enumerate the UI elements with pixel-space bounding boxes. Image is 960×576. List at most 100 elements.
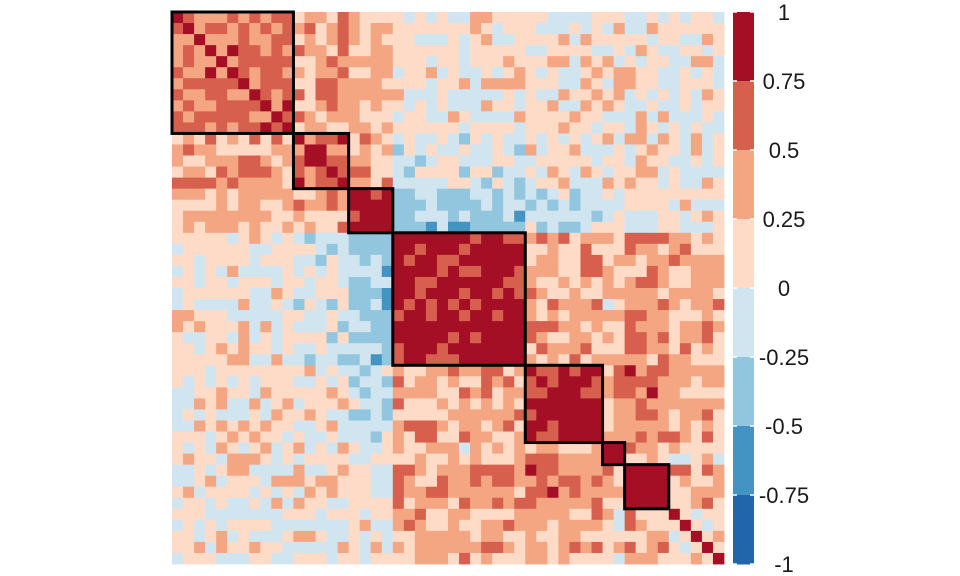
heatmap-cell: [613, 453, 626, 466]
heatmap-cell: [436, 486, 449, 499]
heatmap-cell: [326, 265, 338, 278]
heatmap-cell: [403, 519, 416, 532]
heatmap-cell: [260, 56, 272, 68]
heatmap-cell: [470, 497, 482, 510]
heatmap-cell: [370, 155, 383, 167]
heatmap-cell: [459, 497, 471, 510]
heatmap-cell: [183, 541, 195, 554]
heatmap-cell: [216, 265, 228, 278]
heatmap-cell: [205, 486, 217, 499]
heatmap-cell: [525, 12, 537, 24]
heatmap-cell: [558, 332, 570, 344]
heatmap-cell: [580, 464, 592, 477]
heatmap-cell: [690, 519, 703, 532]
heatmap-cell: [293, 387, 305, 399]
heatmap-cell: [459, 155, 471, 167]
heatmap-cell: [194, 100, 206, 112]
heatmap-cell: [679, 254, 692, 267]
heatmap-cell: [425, 508, 438, 521]
heatmap-cell: [448, 45, 460, 57]
heatmap-cell: [282, 12, 294, 24]
heatmap-cell: [304, 199, 316, 212]
heatmap-cell: [436, 288, 449, 300]
heatmap-cell: [569, 254, 581, 267]
heatmap-cell: [260, 45, 272, 57]
heatmap-cell: [514, 166, 526, 178]
heatmap-cell: [304, 232, 316, 245]
heatmap-cell: [613, 67, 626, 79]
heatmap-cell: [569, 530, 581, 543]
heatmap-cell: [701, 89, 714, 101]
heatmap-cell: [205, 541, 217, 554]
heatmap-cell: [503, 144, 515, 156]
heatmap-cell: [514, 497, 526, 510]
heatmap-cell: [602, 530, 614, 543]
heatmap-cell: [635, 144, 648, 156]
heatmap-cell: [569, 354, 581, 366]
heatmap-cell: [646, 78, 659, 90]
heatmap-cell: [503, 475, 515, 488]
heatmap-cell: [558, 464, 570, 477]
heatmap-cell: [448, 188, 460, 201]
heatmap-cell: [238, 552, 250, 565]
heatmap-cell: [293, 310, 305, 322]
heatmap-cell: [392, 442, 405, 454]
heatmap-cell: [492, 243, 504, 256]
heatmap-cell: [668, 321, 681, 333]
heatmap-cell: [613, 276, 626, 289]
heatmap-cell: [591, 232, 603, 245]
heatmap-cell: [558, 210, 570, 223]
heatmap-cell: [194, 420, 206, 432]
heatmap-cell: [580, 409, 592, 421]
heatmap-cell: [436, 387, 449, 399]
heatmap-cell: [481, 45, 493, 57]
heatmap-cell: [712, 232, 725, 245]
heatmap-cell: [492, 12, 504, 24]
heatmap-cell: [481, 188, 493, 201]
heatmap-cell: [580, 199, 592, 212]
heatmap-cell: [558, 89, 570, 101]
heatmap-cell: [459, 12, 471, 24]
heatmap-cell: [326, 409, 338, 421]
heatmap-cell: [525, 398, 537, 410]
heatmap-cell: [392, 486, 405, 499]
heatmap-cell: [238, 376, 250, 388]
heatmap-cell: [613, 409, 626, 421]
heatmap-cell: [348, 232, 361, 245]
heatmap-cell: [414, 387, 427, 399]
heatmap-cell: [260, 111, 272, 123]
heatmap-cell: [503, 188, 515, 201]
heatmap-cell: [459, 332, 471, 344]
heatmap-cell: [414, 508, 427, 521]
heatmap-cell: [326, 199, 338, 212]
heatmap-cell: [492, 442, 504, 454]
heatmap-cell: [701, 177, 714, 190]
heatmap-cell: [205, 12, 217, 24]
heatmap-cell: [271, 376, 283, 388]
heatmap-cell: [293, 398, 305, 410]
heatmap-cell: [712, 177, 725, 190]
heatmap-cell: [525, 552, 537, 565]
heatmap-cell: [392, 508, 405, 521]
heatmap-cell: [503, 486, 515, 499]
heatmap-cell: [392, 530, 405, 543]
heatmap-cell: [470, 310, 482, 322]
heatmap-cell: [679, 177, 692, 190]
heatmap-cell: [282, 541, 294, 554]
heatmap-cell: [602, 122, 614, 134]
heatmap-cell: [668, 221, 681, 234]
heatmap-cell: [326, 508, 338, 521]
heatmap-cell: [271, 541, 283, 554]
heatmap-cell: [503, 354, 515, 366]
heatmap-cell: [701, 464, 714, 477]
heatmap-cell: [470, 365, 482, 377]
heatmap-cell: [392, 67, 405, 79]
heatmap-cell: [591, 265, 603, 278]
heatmap-cell: [536, 78, 548, 90]
heatmap-cell: [503, 497, 515, 510]
heatmap-cell: [558, 12, 570, 24]
heatmap-cell: [425, 155, 438, 167]
heatmap-cell: [216, 530, 228, 543]
heatmap-cell: [481, 409, 493, 421]
heatmap-cell: [436, 409, 449, 421]
